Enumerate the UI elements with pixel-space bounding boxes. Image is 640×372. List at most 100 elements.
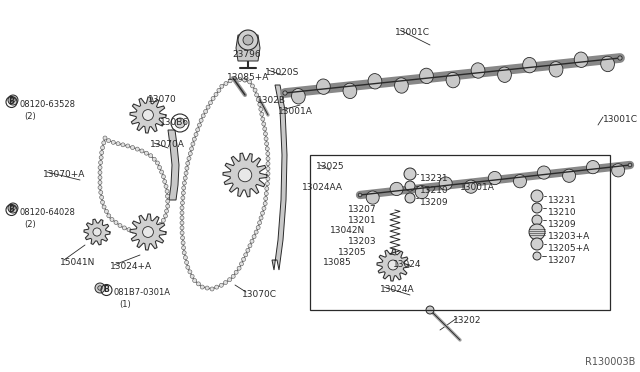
Text: 13085+A: 13085+A (227, 73, 269, 82)
Circle shape (232, 77, 237, 81)
Text: 13070A: 13070A (150, 140, 185, 149)
Ellipse shape (420, 68, 433, 84)
Circle shape (148, 154, 153, 158)
Circle shape (263, 202, 267, 206)
Circle shape (532, 203, 542, 213)
Circle shape (151, 228, 155, 232)
Circle shape (164, 185, 168, 188)
Text: 13024+A: 13024+A (110, 262, 152, 271)
Circle shape (185, 166, 189, 170)
Circle shape (248, 244, 252, 248)
Circle shape (164, 209, 168, 213)
Circle shape (265, 142, 269, 146)
Circle shape (261, 117, 265, 121)
Ellipse shape (538, 166, 550, 179)
Circle shape (147, 231, 150, 235)
Text: (1): (1) (119, 300, 131, 309)
Ellipse shape (366, 191, 380, 204)
Ellipse shape (549, 62, 563, 77)
Text: 13001C: 13001C (395, 28, 430, 37)
Circle shape (165, 194, 170, 198)
Circle shape (265, 147, 269, 151)
Text: 13070: 13070 (148, 95, 177, 104)
Circle shape (141, 231, 145, 235)
Circle shape (231, 274, 236, 278)
Circle shape (405, 181, 415, 191)
Circle shape (184, 171, 188, 175)
Circle shape (145, 151, 148, 155)
Circle shape (220, 84, 224, 88)
Circle shape (188, 152, 192, 155)
Ellipse shape (586, 161, 600, 174)
Circle shape (194, 132, 198, 137)
Circle shape (181, 191, 186, 195)
Text: 13001C: 13001C (603, 115, 638, 124)
Circle shape (190, 274, 194, 278)
Circle shape (228, 79, 232, 83)
Text: B: B (8, 97, 14, 106)
Circle shape (121, 143, 125, 147)
Text: 15041N: 15041N (60, 258, 95, 267)
Text: 13001A: 13001A (278, 107, 313, 116)
Circle shape (192, 137, 196, 141)
Circle shape (107, 139, 111, 142)
Circle shape (533, 252, 541, 260)
Text: 23796: 23796 (232, 50, 260, 59)
Circle shape (186, 265, 190, 269)
Circle shape (183, 176, 188, 180)
Polygon shape (168, 130, 179, 200)
Circle shape (259, 107, 263, 111)
Circle shape (259, 216, 263, 220)
Circle shape (131, 145, 134, 150)
Circle shape (266, 167, 270, 171)
Circle shape (237, 266, 241, 270)
Circle shape (166, 199, 170, 203)
Ellipse shape (317, 79, 330, 94)
Text: 130B6: 130B6 (160, 118, 189, 127)
Circle shape (99, 155, 103, 160)
Polygon shape (130, 97, 166, 133)
Text: 13202: 13202 (453, 316, 481, 325)
Circle shape (220, 283, 223, 287)
Text: B: B (104, 285, 109, 295)
Circle shape (98, 180, 102, 185)
Circle shape (122, 226, 126, 230)
Text: 13205+A: 13205+A (548, 244, 590, 253)
Circle shape (193, 279, 196, 283)
Circle shape (100, 146, 104, 150)
Circle shape (100, 200, 104, 204)
Circle shape (248, 80, 252, 84)
Circle shape (143, 227, 154, 237)
Circle shape (135, 147, 140, 151)
Circle shape (246, 248, 250, 252)
Circle shape (182, 181, 186, 185)
Ellipse shape (390, 182, 403, 196)
Circle shape (189, 147, 194, 151)
Circle shape (531, 190, 543, 202)
Ellipse shape (368, 74, 382, 89)
Text: 13207: 13207 (348, 205, 376, 214)
Text: 13024: 13024 (393, 260, 422, 269)
Circle shape (187, 157, 191, 160)
Text: 13070C: 13070C (242, 290, 277, 299)
Circle shape (252, 235, 256, 238)
Circle shape (98, 176, 102, 180)
Ellipse shape (471, 63, 485, 78)
Text: 081B7-0301A: 081B7-0301A (114, 288, 171, 297)
Circle shape (100, 151, 104, 155)
Circle shape (196, 128, 200, 132)
Circle shape (104, 209, 108, 214)
Circle shape (199, 118, 203, 122)
Circle shape (140, 149, 144, 153)
Circle shape (100, 195, 104, 199)
Circle shape (264, 192, 268, 196)
Circle shape (143, 110, 154, 121)
Circle shape (239, 262, 243, 266)
Circle shape (180, 201, 184, 205)
Text: (2): (2) (24, 220, 36, 229)
Text: 13020S: 13020S (265, 68, 300, 77)
Circle shape (214, 285, 219, 289)
Circle shape (224, 81, 228, 86)
Ellipse shape (465, 180, 477, 193)
Circle shape (210, 287, 214, 291)
